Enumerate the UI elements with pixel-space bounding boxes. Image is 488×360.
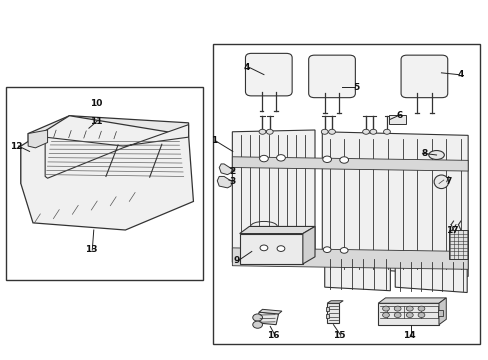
Text: 6: 6	[396, 111, 403, 120]
Circle shape	[276, 155, 285, 161]
Polygon shape	[394, 258, 466, 293]
Text: 4: 4	[457, 70, 463, 79]
FancyBboxPatch shape	[245, 53, 291, 96]
Polygon shape	[325, 314, 328, 318]
Circle shape	[252, 314, 262, 321]
Circle shape	[417, 306, 424, 311]
Text: 2: 2	[229, 167, 236, 176]
Polygon shape	[232, 248, 467, 269]
Polygon shape	[232, 157, 467, 171]
Text: 1: 1	[210, 136, 217, 145]
Circle shape	[393, 312, 400, 318]
Polygon shape	[438, 298, 446, 325]
Circle shape	[340, 248, 347, 253]
Ellipse shape	[428, 150, 444, 159]
Text: 14: 14	[403, 331, 415, 340]
Circle shape	[252, 321, 262, 328]
Polygon shape	[21, 144, 45, 184]
Text: 16: 16	[267, 331, 279, 340]
Polygon shape	[219, 164, 232, 175]
Circle shape	[266, 129, 273, 134]
Polygon shape	[21, 116, 193, 230]
Polygon shape	[448, 230, 467, 258]
Circle shape	[382, 312, 388, 318]
Circle shape	[393, 306, 400, 311]
Circle shape	[406, 312, 412, 318]
Ellipse shape	[433, 175, 448, 189]
Polygon shape	[232, 130, 314, 264]
Polygon shape	[239, 226, 314, 234]
Text: 3: 3	[229, 177, 236, 186]
Polygon shape	[437, 310, 442, 316]
Text: 11: 11	[90, 117, 102, 126]
Polygon shape	[325, 307, 328, 311]
Text: 15: 15	[332, 331, 345, 340]
Text: 4: 4	[243, 63, 249, 72]
Text: 17: 17	[445, 225, 457, 234]
Polygon shape	[326, 301, 343, 303]
Circle shape	[406, 306, 412, 311]
Text: 9: 9	[233, 256, 240, 265]
Circle shape	[362, 129, 369, 134]
Circle shape	[260, 245, 267, 251]
Circle shape	[417, 312, 424, 318]
Polygon shape	[302, 226, 314, 264]
Polygon shape	[324, 257, 389, 291]
Polygon shape	[28, 130, 47, 148]
Polygon shape	[377, 298, 446, 303]
FancyBboxPatch shape	[388, 115, 405, 123]
Polygon shape	[239, 234, 302, 264]
Text: 8: 8	[421, 149, 427, 158]
Circle shape	[328, 129, 335, 134]
Circle shape	[323, 247, 330, 252]
Polygon shape	[28, 116, 188, 152]
Polygon shape	[377, 303, 438, 325]
Text: 13: 13	[85, 245, 98, 254]
Circle shape	[382, 306, 388, 311]
Circle shape	[259, 156, 268, 162]
Polygon shape	[217, 176, 232, 188]
Text: 12: 12	[10, 141, 22, 150]
FancyBboxPatch shape	[400, 55, 447, 98]
FancyBboxPatch shape	[6, 87, 203, 280]
Circle shape	[369, 129, 376, 134]
Circle shape	[321, 129, 327, 134]
Polygon shape	[256, 312, 278, 325]
Polygon shape	[326, 303, 339, 323]
Polygon shape	[45, 125, 188, 178]
Circle shape	[259, 129, 265, 134]
Polygon shape	[259, 309, 282, 314]
Text: 7: 7	[445, 177, 451, 186]
Circle shape	[383, 129, 389, 134]
Circle shape	[277, 246, 285, 251]
Circle shape	[339, 157, 348, 163]
Text: 10: 10	[90, 99, 102, 108]
FancyBboxPatch shape	[212, 44, 479, 344]
FancyBboxPatch shape	[308, 55, 355, 98]
Text: 5: 5	[352, 83, 359, 92]
Polygon shape	[322, 132, 467, 276]
Circle shape	[322, 156, 331, 162]
